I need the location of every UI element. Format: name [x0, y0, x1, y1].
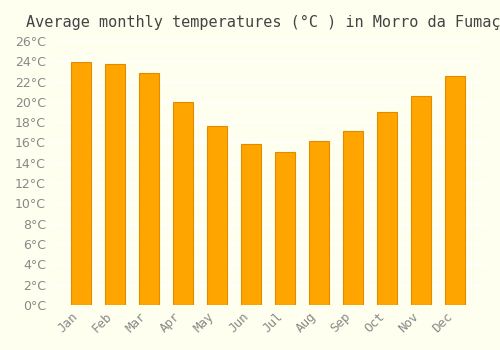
Bar: [309, 141, 329, 305]
Bar: [240, 144, 261, 305]
Bar: [445, 76, 466, 305]
Bar: [411, 96, 431, 305]
Bar: [343, 131, 363, 305]
Bar: [274, 152, 295, 305]
Bar: [138, 74, 159, 305]
Bar: [377, 112, 397, 305]
Bar: [70, 62, 91, 305]
Bar: [172, 102, 193, 305]
Bar: [104, 64, 125, 305]
Title: Average monthly temperatures (°C ) in Morro da Fumaça: Average monthly temperatures (°C ) in Mo…: [26, 15, 500, 30]
Bar: [206, 126, 227, 305]
